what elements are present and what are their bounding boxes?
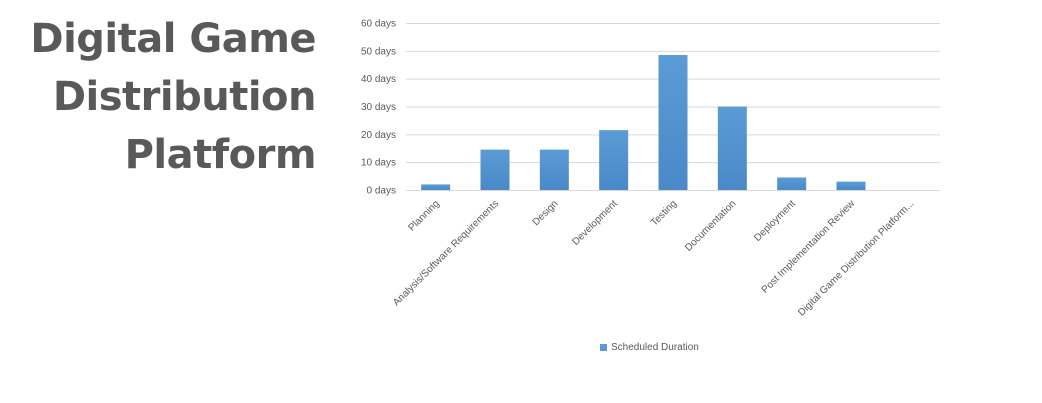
bar [480, 149, 510, 190]
x-tick-label: Deployment [752, 198, 798, 244]
y-tick-label: 30 days [361, 102, 396, 113]
bar [717, 106, 747, 190]
x-tick-label: Testing [649, 198, 679, 228]
title-line: Distribution [52, 74, 317, 120]
y-axis-ticks: 0 days 10 days 20 days 30 days 40 days 50 day… [361, 19, 396, 197]
bar [836, 181, 866, 190]
x-tick-label: Planning [406, 198, 441, 233]
bar [599, 130, 629, 190]
x-tick-label: Documentation [683, 198, 738, 253]
bar [421, 184, 451, 190]
y-tick-label: 50 days [361, 46, 396, 57]
title-line: Digital Game [30, 16, 316, 62]
bars [421, 55, 866, 191]
bar [539, 149, 569, 190]
x-tick-label: Design [531, 198, 561, 228]
x-tick-label: Post Implementation Review [760, 198, 858, 296]
legend-label: Scheduled Duration [611, 341, 699, 353]
title-line: Platform [124, 132, 317, 178]
legend: Scheduled Duration [600, 340, 699, 354]
y-tick-label: 0 days [367, 186, 396, 197]
bar [658, 55, 688, 191]
x-tick-label: Analysis/Software Requirements [391, 198, 501, 308]
y-tick-label: 60 days [361, 19, 396, 30]
legend-swatch [600, 343, 607, 351]
x-tick-label: Development [570, 198, 620, 248]
y-tick-label: 40 days [361, 74, 396, 85]
chart-title: Digital Game Distribution Platform [20, 10, 316, 184]
x-tick-label: Digital Game Distribution Platform... [796, 198, 916, 318]
bar [777, 177, 807, 190]
y-tick-label: 20 days [361, 130, 396, 141]
y-tick-label: 10 days [361, 158, 396, 169]
